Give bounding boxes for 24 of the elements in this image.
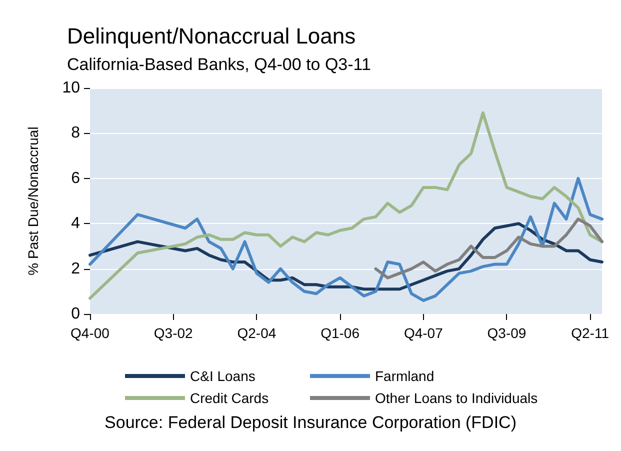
y-tick-label: 4	[71, 215, 80, 232]
line-series	[374, 218, 604, 280]
x-tick-label: Q2-04	[237, 325, 276, 341]
chart-title: Delinquent/Nonaccrual Loans	[67, 24, 356, 48]
x-tick-label: Q2-11	[571, 325, 610, 341]
y-tick-label: 2	[71, 260, 80, 278]
x-tick-label: Q4-00	[70, 325, 110, 341]
x-tick-label: Q3-02	[154, 325, 194, 341]
legend-label: C&I Loans	[190, 368, 256, 384]
line-series	[88, 111, 604, 300]
x-tick-label: Q1-06	[320, 325, 360, 341]
y-tick-label: 10	[62, 80, 80, 96]
source-note: Source: Federal Deposit Insurance Corporation (FDIC)	[104, 413, 516, 432]
chart-subtitle: California-Based Banks, Q4-00 to Q3-11	[67, 55, 371, 74]
legend-label: Other Loans to Individuals	[375, 390, 538, 406]
legend-label: Farmland	[375, 368, 434, 384]
y-tick-label: 6	[71, 170, 80, 187]
legend-label: Credit Cards	[190, 390, 269, 406]
x-tick-label: Q3-09	[487, 325, 526, 341]
y-tick-label: 0	[71, 306, 80, 322]
y-axis-title: % Past Due/Nonaccrual	[25, 126, 41, 276]
line-series	[88, 176, 604, 302]
y-tick-label: 8	[71, 124, 80, 142]
x-tick-label: Q4-07	[404, 325, 444, 341]
